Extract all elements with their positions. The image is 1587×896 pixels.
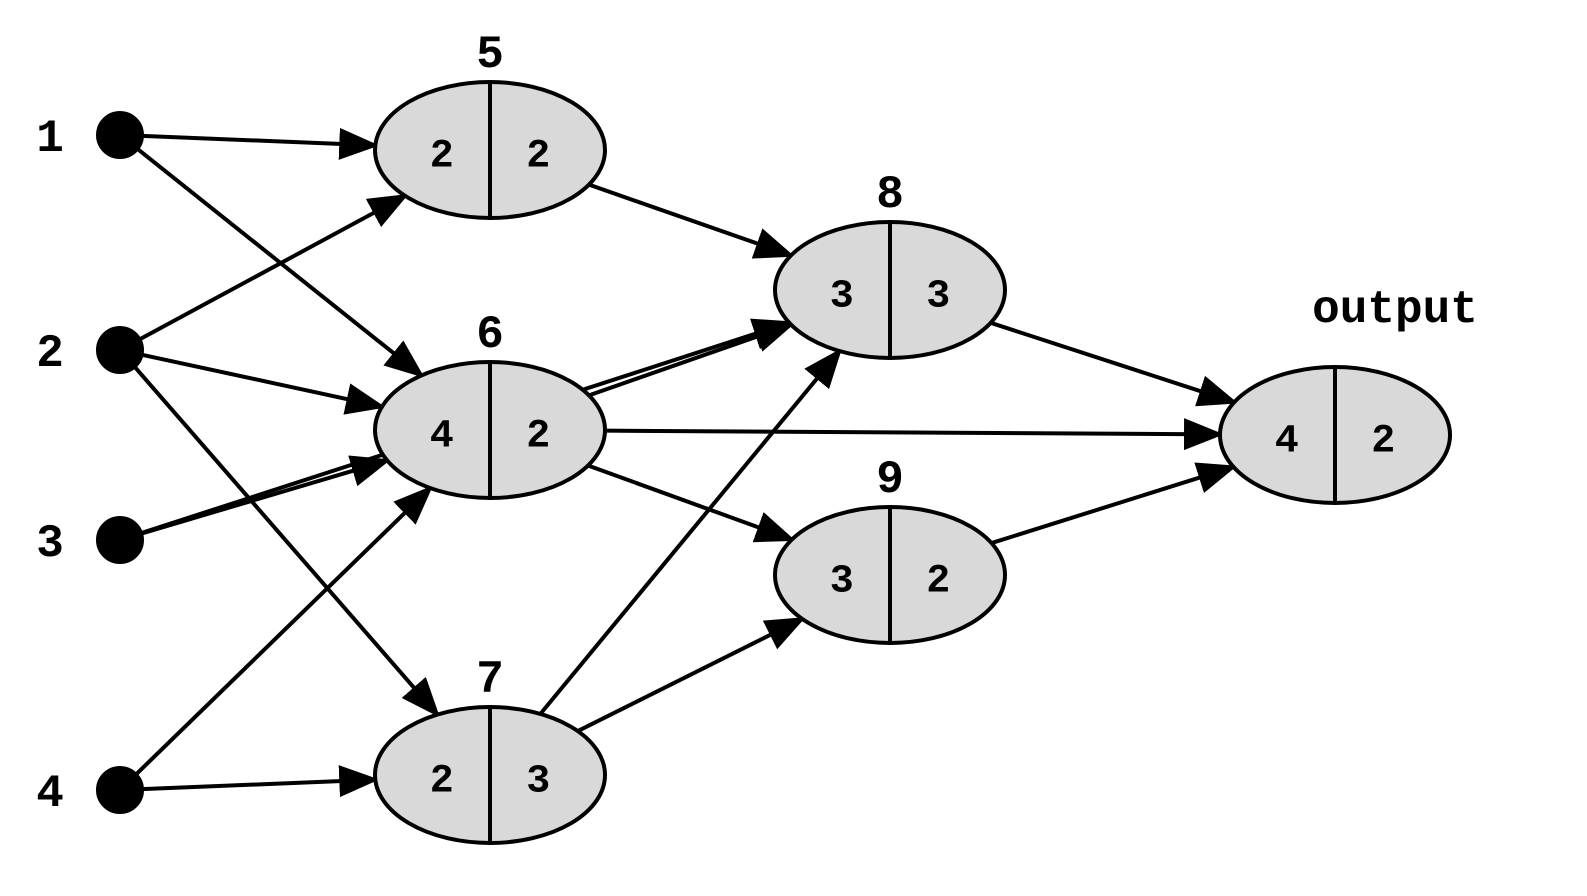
node-7: 23: [375, 707, 605, 843]
node-label: 8: [876, 169, 904, 221]
node-left-value: 4: [430, 415, 454, 460]
edge-8-out: [991, 323, 1235, 402]
node-left-value: 3: [830, 275, 854, 320]
edge-4-6: [136, 488, 431, 775]
edges-layer: [134, 136, 1234, 789]
edge-2-6: [142, 355, 382, 407]
node-out: 42: [1220, 367, 1450, 503]
node-label: 5: [476, 29, 504, 81]
input-node-4: [98, 768, 142, 812]
edge-6-out: [605, 431, 1220, 435]
node-right-value: 3: [526, 760, 550, 805]
input-dot: [98, 518, 142, 562]
node-label: 9: [876, 454, 904, 506]
node-label: 7: [476, 654, 504, 706]
edge-6-8: [589, 325, 791, 396]
input-dot: [98, 328, 142, 372]
edge-5-8: [589, 185, 791, 256]
input-node-1: [98, 113, 142, 157]
edge-7-9: [578, 619, 802, 731]
node-6: 42: [375, 362, 605, 498]
input-dot: [98, 113, 142, 157]
node-left-value: 2: [430, 760, 454, 805]
edge-1-5: [142, 136, 375, 145]
edge-9-out: [992, 467, 1234, 543]
input-label: 1: [36, 113, 64, 165]
node-5: 22: [375, 82, 605, 218]
output-label: output: [1312, 284, 1478, 336]
network-diagram: 224223333242 123456789output: [0, 0, 1587, 896]
node-right-value: 3: [926, 275, 950, 320]
node-left-value: 3: [830, 560, 854, 605]
input-label: 4: [36, 768, 64, 820]
node-9: 32: [775, 507, 1005, 643]
input-node-3: [98, 518, 142, 562]
input-node-2: [98, 328, 142, 372]
input-label: 2: [36, 328, 64, 380]
edge-6-9: [588, 466, 792, 540]
nodes-layer: 224223333242: [98, 82, 1450, 843]
node-right-value: 2: [526, 415, 550, 460]
node-8: 33: [775, 222, 1005, 358]
node-label: 6: [476, 309, 504, 361]
node-right-value: 2: [926, 560, 950, 605]
input-label: 3: [36, 518, 64, 570]
edge-2-5: [139, 196, 405, 340]
node-right-value: 2: [1371, 420, 1395, 465]
node-left-value: 2: [430, 135, 454, 180]
edge-4-7: [142, 780, 375, 789]
input-dot: [98, 768, 142, 812]
node-left-value: 4: [1275, 420, 1299, 465]
node-right-value: 2: [526, 135, 550, 180]
